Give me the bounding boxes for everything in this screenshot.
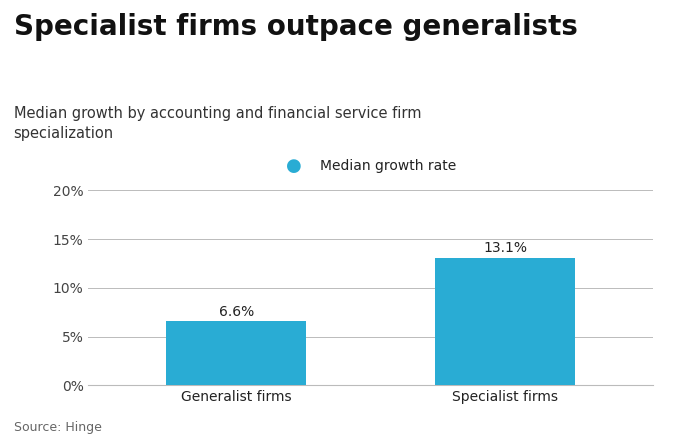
Bar	[167, 321, 306, 385]
Text: Source: Hinge: Source: Hinge	[14, 421, 101, 434]
Text: 6.6%: 6.6%	[218, 305, 254, 319]
Text: ●: ●	[286, 157, 301, 175]
Text: Median growth rate: Median growth rate	[320, 159, 456, 173]
Text: Specialist firms outpace generalists: Specialist firms outpace generalists	[14, 13, 577, 41]
Text: 13.1%: 13.1%	[483, 241, 527, 255]
Text: Median growth by accounting and financial service firm
specialization: Median growth by accounting and financia…	[14, 106, 421, 141]
Bar	[435, 258, 575, 385]
